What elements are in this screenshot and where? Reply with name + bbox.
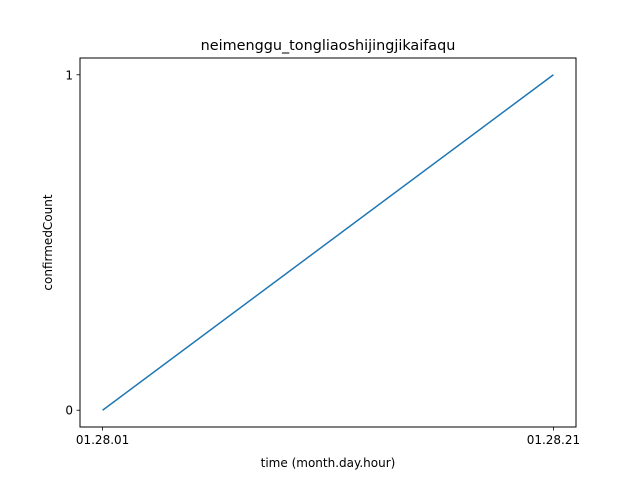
y-axis-ticks: 01 <box>65 68 80 418</box>
series-line-0 <box>102 74 554 411</box>
x-tick-label: 01.28.21 <box>527 433 580 447</box>
y-axis-label: confirmedCount <box>41 194 55 290</box>
y-tick-label: 0 <box>65 404 73 418</box>
plot-area: 01.28.01 01.28.21 01 <box>65 57 580 447</box>
x-axis-ticks: 01.28.01 01.28.21 <box>76 427 580 447</box>
plot-frame <box>79 57 577 428</box>
x-axis-label: time (month.day.hour) <box>261 456 396 470</box>
chart-title: neimenggu_tongliaoshijingjikaifaqu <box>201 38 456 54</box>
series-layer <box>102 74 554 411</box>
y-tick-label: 1 <box>65 68 73 82</box>
x-tick-label: 01.28.01 <box>76 433 129 447</box>
